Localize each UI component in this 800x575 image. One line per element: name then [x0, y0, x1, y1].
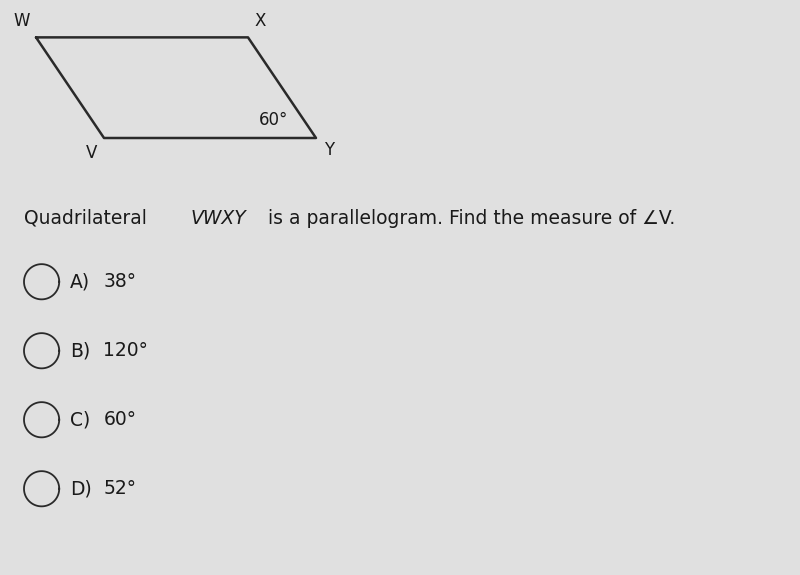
Text: 60°: 60° [259, 110, 288, 129]
Text: X: X [254, 13, 266, 30]
Text: C): C) [70, 410, 90, 430]
Text: is a parallelogram. Find the measure of ∠V.: is a parallelogram. Find the measure of … [262, 209, 675, 228]
Text: Quadrilateral: Quadrilateral [24, 209, 153, 228]
Text: A): A) [70, 272, 90, 292]
Text: W: W [13, 13, 30, 30]
Text: 52°: 52° [103, 479, 136, 499]
Text: Y: Y [324, 141, 334, 159]
Text: D): D) [70, 479, 91, 499]
Text: 38°: 38° [103, 272, 136, 292]
Text: B): B) [70, 341, 90, 361]
Text: V: V [86, 144, 98, 162]
Text: 60°: 60° [103, 410, 136, 430]
Text: 120°: 120° [103, 341, 148, 361]
Text: VWXY: VWXY [190, 209, 246, 228]
